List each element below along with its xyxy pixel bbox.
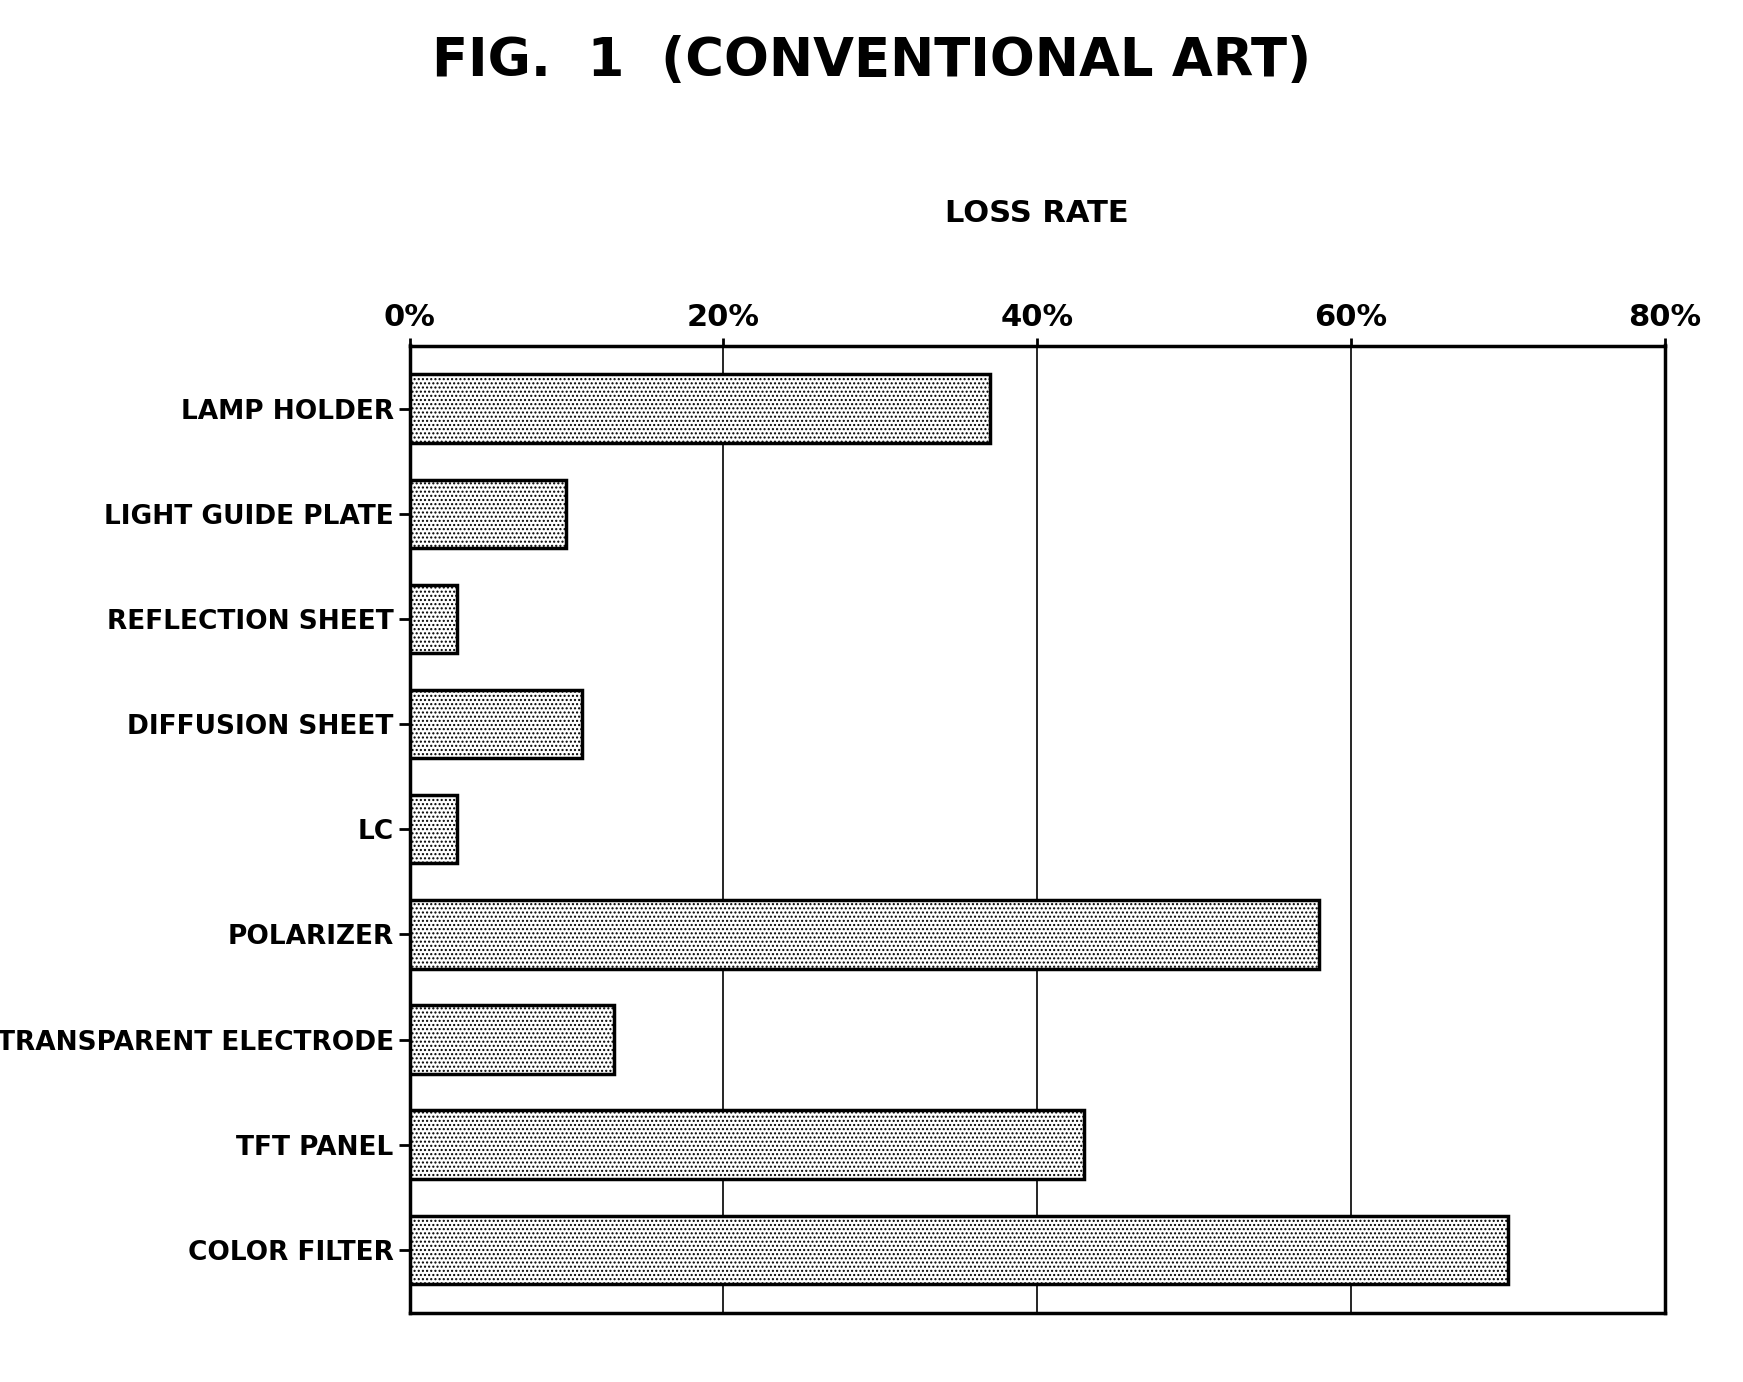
Bar [410,375,990,442]
Text: LOSS RATE: LOSS RATE [945,199,1129,228]
Bar [410,585,457,654]
Bar [410,480,566,547]
Bar [410,1111,1084,1179]
Bar [410,900,1319,969]
Text: FIG.  1  (CONVENTIONAL ART): FIG. 1 (CONVENTIONAL ART) [432,35,1311,87]
Bar [410,1216,1508,1284]
Bar [410,795,457,864]
Bar [410,690,582,759]
Bar [410,1005,614,1074]
